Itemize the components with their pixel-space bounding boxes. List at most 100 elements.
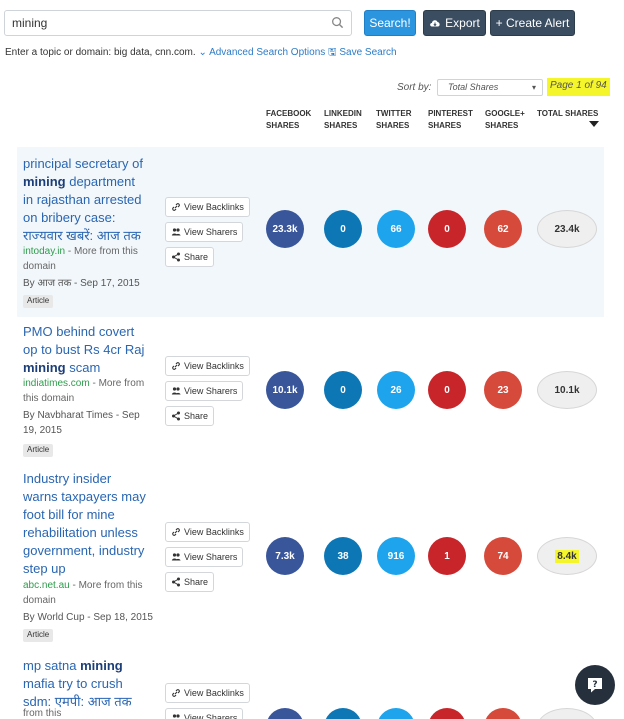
result-row: Industry insider warns taxpayers may foot … (17, 465, 604, 649)
view-sharers-button[interactable]: View Sharers (165, 381, 244, 401)
users-icon (172, 714, 180, 718)
result-title-text: warns taxpayers may (23, 489, 146, 504)
result-title-line: foot bill for mine (23, 506, 146, 524)
share-button-label: Share (184, 252, 209, 262)
view-backlinks-button[interactable]: View Backlinks (165, 197, 250, 217)
result-source: indiatimes.com - More from this domain (23, 376, 144, 406)
result-title-line: sdm: एमपी: आज तक (23, 693, 132, 711)
twitter-share-count: 26 (377, 371, 415, 409)
result-title-text: mafia try to crush (23, 676, 123, 691)
column-header-linkedin[interactable]: LINKEDIN SHARES (324, 108, 362, 132)
result-title-text: op to bust Rs 4cr Raj (23, 342, 145, 357)
result-title-text: Industry insider (23, 471, 112, 486)
more-from-domain-link[interactable]: from this (23, 708, 62, 719)
result-title-line: on bribery case: (23, 209, 143, 227)
more-from-domain-link-cont[interactable]: domain (23, 595, 56, 606)
view-sharers-button[interactable]: View Sharers (165, 222, 244, 242)
result-title-line: PMO behind covert (23, 323, 144, 341)
result-title[interactable]: principal secretary of mining department i… (23, 155, 143, 245)
search-button[interactable]: Search! (364, 10, 416, 36)
column-header-facebook-line2: SHARES (266, 121, 300, 130)
result-title-line: op to bust Rs 4cr Raj (23, 341, 144, 359)
result-title-line: mafia try to crush (23, 675, 132, 693)
result-title-line: rehabilitation unless (23, 524, 146, 542)
column-header-twitter[interactable]: TWITTER SHARES (376, 108, 412, 132)
result-title-text: department (65, 174, 135, 189)
create-alert-button[interactable]: + Create Alert (490, 10, 575, 36)
sort-select[interactable]: Total Shares ▾ (437, 79, 543, 96)
result-title[interactable]: mp satna mining mafia try to crush sdm: एम… (23, 657, 132, 711)
advanced-search-link[interactable]: ⌄ Advanced Search Options (198, 47, 328, 58)
users-icon (171, 553, 181, 561)
result-title-text: principal secretary of (23, 156, 143, 171)
create-alert-button-label: + Create Alert (495, 16, 570, 30)
share-button[interactable]: Share (165, 406, 215, 426)
result-title-text: sdm: एमपी: आज तक (23, 694, 132, 709)
linkedin-share-count: 0 (324, 708, 362, 719)
share-button[interactable]: Share (165, 247, 215, 267)
share-button[interactable]: Share (165, 572, 215, 592)
result-byline: By Navbharat Times - Sep 19, 2015 (23, 408, 140, 438)
dropdown-caret-icon: ▾ (531, 83, 536, 92)
result-title-text: government, industry (23, 543, 145, 558)
search-input[interactable]: mining (4, 10, 352, 36)
view-sharers-button-label: View Sharers (184, 227, 238, 237)
view-sharers-button[interactable]: View Sharers (165, 547, 244, 567)
total-share-value: 10.1k (554, 384, 580, 396)
search-input-value: mining (12, 16, 48, 30)
view-backlinks-button[interactable]: View Backlinks (165, 683, 250, 703)
result-title-line: mining scam (23, 359, 144, 377)
column-header-total[interactable]: TOTAL SHARES (537, 109, 599, 118)
share-icon (172, 411, 180, 421)
result-domain-link[interactable]: intoday.in (23, 246, 66, 257)
view-backlinks-button[interactable]: View Backlinks (165, 522, 250, 542)
twitter-share-count: 5 (377, 708, 415, 719)
result-title[interactable]: PMO behind covert op to bust Rs 4cr Raj mi… (23, 323, 144, 377)
result-title-line: principal secretary of (23, 155, 143, 173)
result-title-line: Industry insider (23, 470, 146, 488)
view-backlinks-button[interactable]: View Backlinks (165, 356, 250, 376)
view-sharers-button[interactable]: View Sharers (165, 708, 244, 719)
search-icon (332, 17, 344, 29)
more-from-domain-link[interactable]: - More from (89, 378, 145, 389)
column-header-pinterest[interactable]: PINTEREST SHARES (428, 108, 473, 132)
facebook-share-count: 23.3k (266, 210, 304, 248)
more-from-domain-link[interactable]: - More from this (65, 246, 138, 257)
view-sharers-button-label: View Sharers (184, 386, 238, 396)
result-byline-text: By आज तक - Sep 17, 2015 (23, 278, 140, 289)
column-header-googleplus[interactable]: GOOGLE+ SHARES (485, 108, 525, 132)
result-title-text: in rajasthan arrested (23, 192, 142, 207)
facebook-share-count: 10.1k (266, 371, 304, 409)
result-byline: By आज तक - Sep 17, 2015 (23, 276, 140, 291)
share-button-label: Share (184, 411, 209, 421)
column-header-facebook[interactable]: FACEBOOK SHARES (266, 108, 311, 132)
result-title-line: राज्यवार खबरें: आज तक (23, 227, 143, 245)
help-chat-button[interactable]: ? (575, 665, 615, 705)
search-hint: Enter a topic or domain: big data, cnn.c… (5, 45, 397, 62)
result-title-text: PMO behind covert (23, 324, 135, 339)
help-chat-icon: ? (588, 678, 602, 693)
link-icon (172, 689, 180, 697)
twitter-share-count: 66 (377, 210, 415, 248)
pinterest-share-count: 0 (428, 371, 466, 409)
facebook-share-count: 7.3k (266, 537, 304, 575)
content-type-badge: Article (23, 629, 54, 642)
result-title-text: step up (23, 561, 66, 576)
result-title-text: mp satna (23, 658, 81, 673)
result-row: mp satna mining mafia try to crush sdm: एम… (17, 650, 604, 719)
users-icon (171, 228, 181, 236)
column-header-linkedin-line1: LINKEDIN (324, 109, 362, 118)
result-domain-link[interactable]: abc.net.au (23, 580, 70, 591)
pinterest-share-count: 0 (428, 708, 466, 719)
more-from-domain-link-cont[interactable]: this domain (23, 393, 75, 404)
export-button[interactable]: Export (423, 10, 486, 36)
result-title-text: scam (65, 360, 101, 375)
result-title-line: mp satna mining (23, 657, 132, 675)
save-search-link[interactable]: 🖫 Save Search (328, 47, 397, 58)
sort-by-label: Sort by: (397, 82, 432, 93)
column-header-linkedin-line2: SHARES (324, 121, 358, 130)
more-from-domain-link-cont[interactable]: domain (23, 261, 56, 272)
result-title[interactable]: Industry insider warns taxpayers may foot … (23, 470, 146, 578)
result-domain-link[interactable]: indiatimes.com (23, 378, 90, 389)
more-from-domain-link[interactable]: - More from this (69, 580, 143, 591)
